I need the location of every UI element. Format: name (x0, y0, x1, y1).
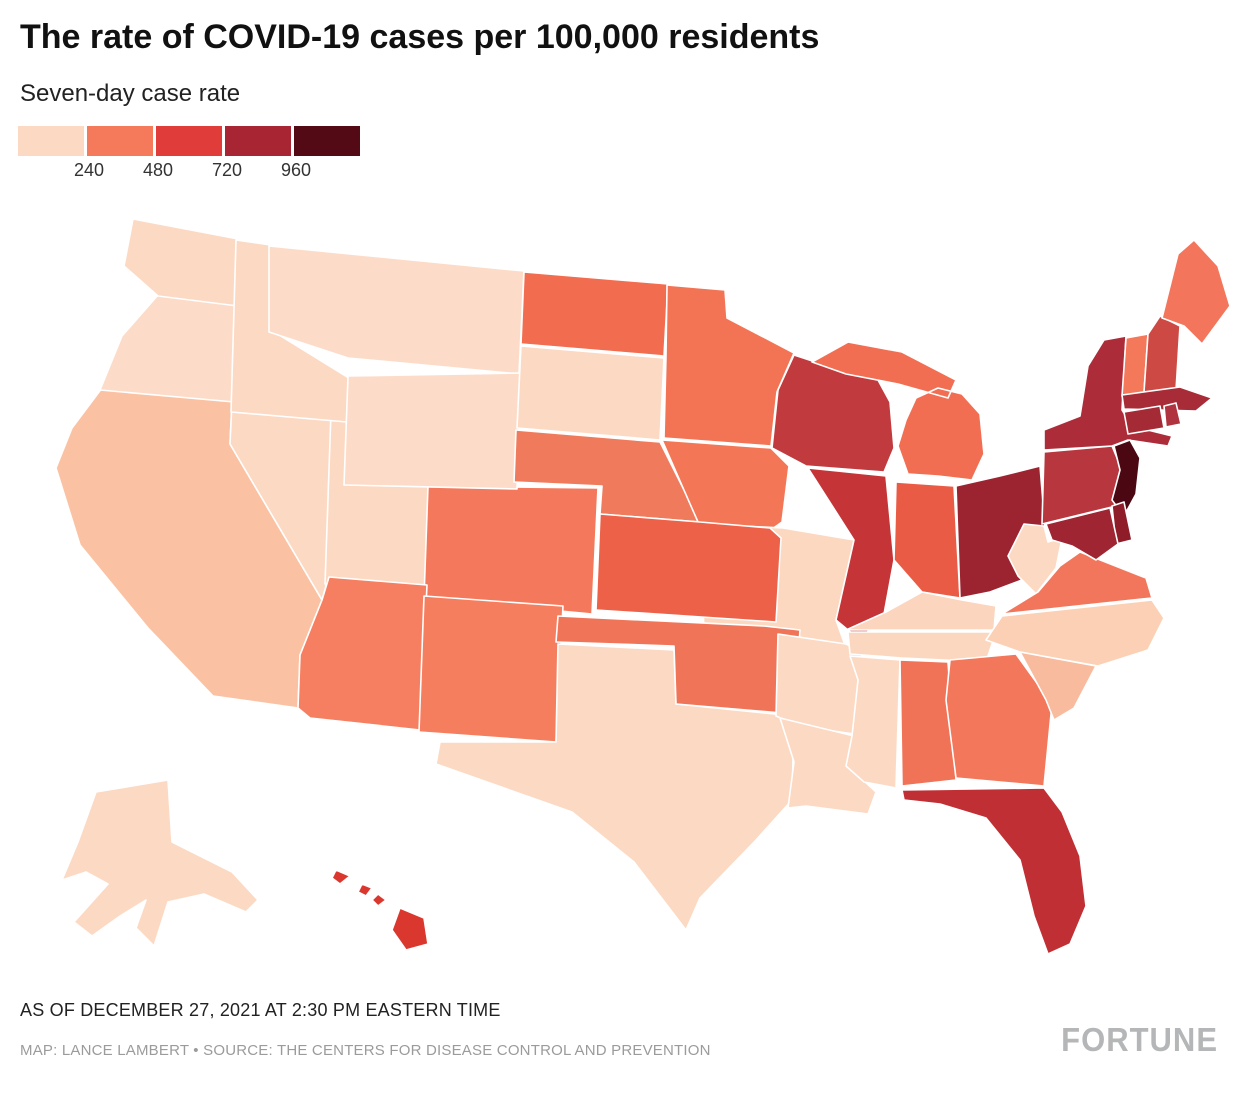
state-ME[interactable]: Maine (1161, 239, 1231, 345)
source-credit: MAP: LANCE LAMBERT • SOURCE: THE CENTERS… (20, 1042, 711, 1059)
state-MS[interactable]: Mississippi (845, 655, 901, 789)
state-NC[interactable]: North Carolina (985, 599, 1165, 667)
legend-color-scale (18, 126, 360, 156)
page-title: The rate of COVID-19 cases per 100,000 r… (20, 18, 820, 56)
fortune-logo: FORTUNE (1061, 1020, 1218, 1059)
state-NH[interactable]: New Hampshire (1143, 315, 1181, 393)
as-of-timestamp: AS OF DECEMBER 27, 2021 AT 2:30 PM EASTE… (20, 1000, 501, 1020)
state-MA[interactable]: Massachusetts (1121, 386, 1213, 412)
state-OR[interactable]: Oregon (99, 294, 239, 403)
page-subtitle: Seven-day case rate (20, 80, 241, 107)
state-FL[interactable]: Florida (901, 787, 1087, 955)
state-AL[interactable]: Alabama (899, 659, 957, 787)
state-RI[interactable]: Rhode Island (1163, 402, 1182, 428)
state-CT[interactable]: Connecticut (1123, 405, 1165, 435)
state-TN[interactable]: Tennessee (847, 631, 997, 663)
legend-tick-240: 240 (73, 160, 105, 180)
legend-tick-960: 960 (280, 160, 312, 180)
state-VA[interactable]: Virginia (1001, 551, 1153, 615)
state-WV[interactable]: West Virginia (1007, 523, 1063, 595)
legend-swatch-3 (156, 126, 222, 156)
state-NM[interactable]: New Mexico (418, 595, 564, 743)
legend-swatch-2 (87, 126, 153, 156)
legend-swatch-4 (225, 126, 291, 156)
legend-tick-720: 720 (211, 160, 243, 180)
legend-swatch-1 (18, 126, 84, 156)
legend-tick-labels: 240 480 720 960 (18, 158, 378, 182)
state-AK[interactable]: Alaska (61, 779, 259, 947)
state-WA[interactable]: Washington (123, 218, 239, 307)
state-ND[interactable]: North Dakota (520, 271, 669, 357)
state-MT[interactable]: Montana (268, 245, 525, 375)
state-IN[interactable]: Indiana (893, 481, 961, 599)
state-MI[interactable]: Michigan (811, 341, 985, 481)
state-CO[interactable]: Colorado (423, 485, 599, 615)
state-OK[interactable]: Oklahoma (555, 615, 801, 715)
state-WY[interactable]: Wyoming (343, 372, 522, 490)
state-NJ[interactable]: New Jersey (1111, 439, 1141, 517)
state-KS[interactable]: Kansas (595, 513, 782, 623)
state-GA[interactable]: Georgia (945, 653, 1053, 787)
legend-tick-480: 480 (142, 160, 174, 180)
state-MD[interactable]: Maryland (1045, 507, 1119, 561)
state-HI[interactable]: Hawaii (331, 869, 429, 951)
legend-swatch-5 (294, 126, 360, 156)
state-SC[interactable]: South Carolina (1019, 651, 1097, 721)
state-SD[interactable]: South Dakota (516, 345, 665, 441)
